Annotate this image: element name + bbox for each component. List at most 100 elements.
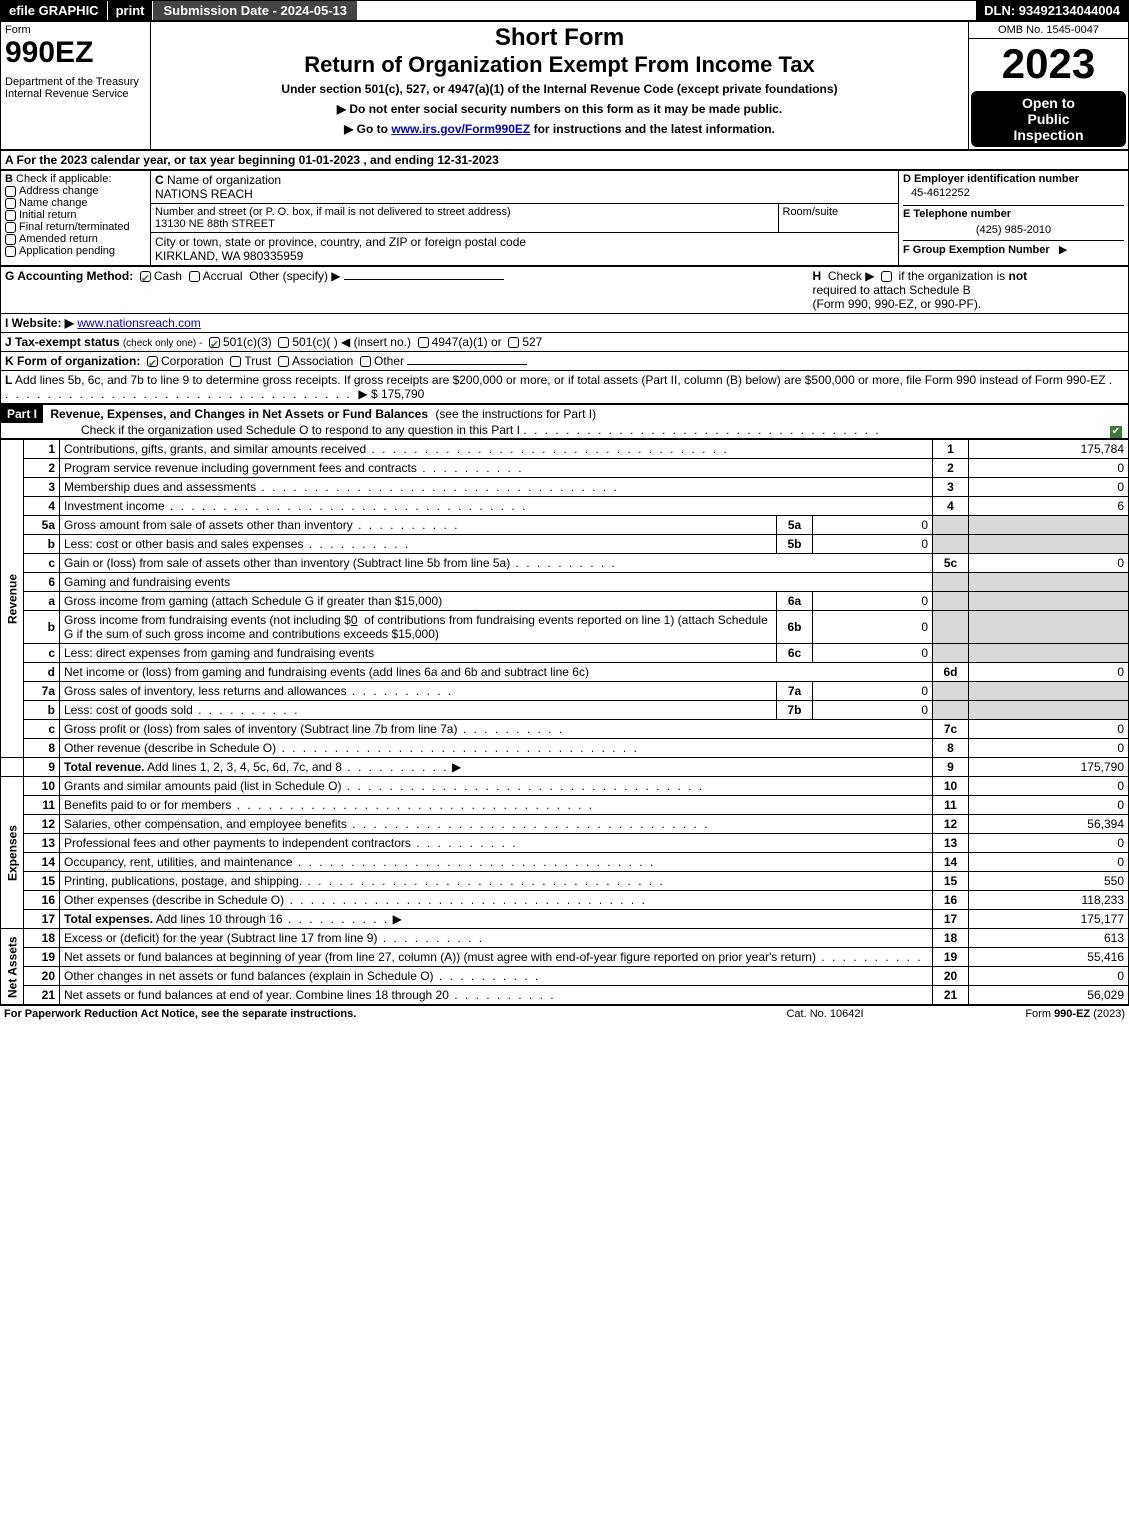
omb-number: OMB No. 1545-0047	[969, 22, 1128, 39]
g-other-input[interactable]	[344, 279, 504, 280]
b-item-3: Final return/terminated	[19, 221, 130, 233]
b-item-4: Amended return	[19, 233, 98, 245]
c-name-label: Name of organization	[167, 173, 281, 187]
l6d-text: Net income or (loss) from gaming and fun…	[60, 663, 933, 682]
note1: ▶ Do not enter social security numbers o…	[155, 102, 964, 116]
g-accrual: Accrual	[203, 269, 243, 283]
j-label: J Tax-exempt status	[5, 335, 120, 349]
checkbox-527[interactable]	[508, 337, 519, 348]
l6a-subamt: 0	[813, 592, 933, 611]
l1-ln: 1	[933, 440, 969, 459]
l6a-sub: 6a	[777, 592, 813, 611]
l5a-sub: 5a	[777, 516, 813, 535]
checkbox-4947[interactable]	[418, 337, 429, 348]
checkbox-accrual[interactable]	[189, 271, 200, 282]
part1-check-icon: ✔	[1110, 426, 1122, 438]
l4-ln: 4	[933, 497, 969, 516]
l7b-grey2	[969, 701, 1129, 720]
note2-post: for instructions and the latest informat…	[530, 122, 775, 136]
l5c-amt: 0	[969, 554, 1129, 573]
return-title: Return of Organization Exempt From Incom…	[155, 52, 964, 78]
checkbox-name-change[interactable]	[5, 198, 16, 209]
checkbox-trust[interactable]	[230, 356, 241, 367]
checkbox-address-change[interactable]	[5, 186, 16, 197]
h-text3: required to attach Schedule B	[813, 283, 971, 297]
room-label: Room/suite	[783, 206, 839, 218]
l14-ln: 14	[933, 853, 969, 872]
checkbox-corp[interactable]	[147, 356, 158, 367]
checkbox-amended-return[interactable]	[5, 234, 16, 245]
l21-amt: 56,029	[969, 986, 1129, 1005]
l14-amt: 0	[969, 853, 1129, 872]
side-revenue: Revenue	[1, 440, 24, 758]
l9-num: 9	[24, 758, 60, 777]
l21-text: Net assets or fund balances at end of ye…	[60, 986, 933, 1005]
l15-ln: 15	[933, 872, 969, 891]
l4-amt: 6	[969, 497, 1129, 516]
b-item-0: Address change	[19, 185, 99, 197]
part1-header: Part I Revenue, Expenses, and Changes in…	[0, 404, 1129, 439]
l3-num: 3	[24, 478, 60, 497]
h-text1: Check ▶	[828, 269, 875, 283]
efile-graphic-label[interactable]: efile GRAPHIC	[1, 1, 108, 20]
c-letter: C	[155, 173, 164, 187]
l12-num: 12	[24, 815, 60, 834]
part1-check-note: Check if the organization used Schedule …	[1, 423, 520, 437]
checkbox-h[interactable]	[881, 271, 892, 282]
side-netassets: Net Assets	[1, 929, 24, 1005]
checkbox-501c3[interactable]	[209, 337, 220, 348]
ein-value: 45-4612252	[903, 185, 1124, 205]
l18-amt: 613	[969, 929, 1129, 948]
checkbox-k-other[interactable]	[360, 356, 371, 367]
l5a-grey1	[933, 516, 969, 535]
l17-num: 17	[24, 910, 60, 929]
l8-ln: 8	[933, 739, 969, 758]
l13-ln: 13	[933, 834, 969, 853]
l15-num: 15	[24, 872, 60, 891]
box-c-city: City or town, state or province, country…	[151, 233, 899, 266]
checkbox-assoc[interactable]	[278, 356, 289, 367]
l6a-text: Gross income from gaming (attach Schedul…	[60, 592, 777, 611]
k-other-input[interactable]	[407, 364, 527, 365]
b-item-5: Application pending	[19, 245, 115, 257]
print-button[interactable]: print	[108, 1, 154, 20]
l6b-grey1	[933, 611, 969, 644]
checkbox-application-pending[interactable]	[5, 246, 16, 257]
dept-line1: Department of the Treasury	[5, 76, 146, 88]
l16-ln: 16	[933, 891, 969, 910]
checkbox-initial-return[interactable]	[5, 210, 16, 221]
l7b-subamt: 0	[813, 701, 933, 720]
b-check-if: Check if applicable:	[16, 173, 111, 185]
l6-grey1	[933, 573, 969, 592]
top-bar: efile GRAPHIC print Submission Date - 20…	[0, 0, 1129, 21]
header-left: Form 990EZ Department of the Treasury In…	[1, 22, 151, 150]
side-expenses: Expenses	[1, 777, 24, 929]
l16-text: Other expenses (describe in Schedule O)	[60, 891, 933, 910]
j-note: (check only one) -	[123, 338, 202, 349]
form-word: Form	[5, 24, 146, 36]
l7c-num: c	[24, 720, 60, 739]
checkbox-cash[interactable]	[140, 271, 151, 282]
l6c-grey2	[969, 644, 1129, 663]
l4-num: 4	[24, 497, 60, 516]
checkbox-final-return[interactable]	[5, 222, 16, 233]
j-527: 527	[522, 335, 542, 349]
l8-amt: 0	[969, 739, 1129, 758]
l9-amt: 175,790	[969, 758, 1129, 777]
g-other: Other (specify) ▶	[249, 269, 340, 283]
l11-ln: 11	[933, 796, 969, 815]
j-501c3: 501(c)(3)	[223, 335, 272, 349]
website-link[interactable]: www.nationsreach.com	[77, 316, 200, 330]
l16-amt: 118,233	[969, 891, 1129, 910]
l2-text: Program service revenue including govern…	[60, 459, 933, 478]
checkbox-501c[interactable]	[278, 337, 289, 348]
note2-pre: Go to	[357, 122, 392, 136]
l6-num: 6	[24, 573, 60, 592]
irs-link[interactable]: www.irs.gov/Form990EZ	[391, 122, 530, 136]
l17-amt: 175,177	[969, 910, 1129, 929]
g-label: G Accounting Method:	[5, 269, 133, 283]
l-label: L	[5, 373, 12, 387]
l-text: Add lines 5b, 6c, and 7b to line 9 to de…	[15, 373, 1106, 387]
l5c-num: c	[24, 554, 60, 573]
box-c-name: C Name of organization NATIONS REACH	[151, 171, 899, 204]
